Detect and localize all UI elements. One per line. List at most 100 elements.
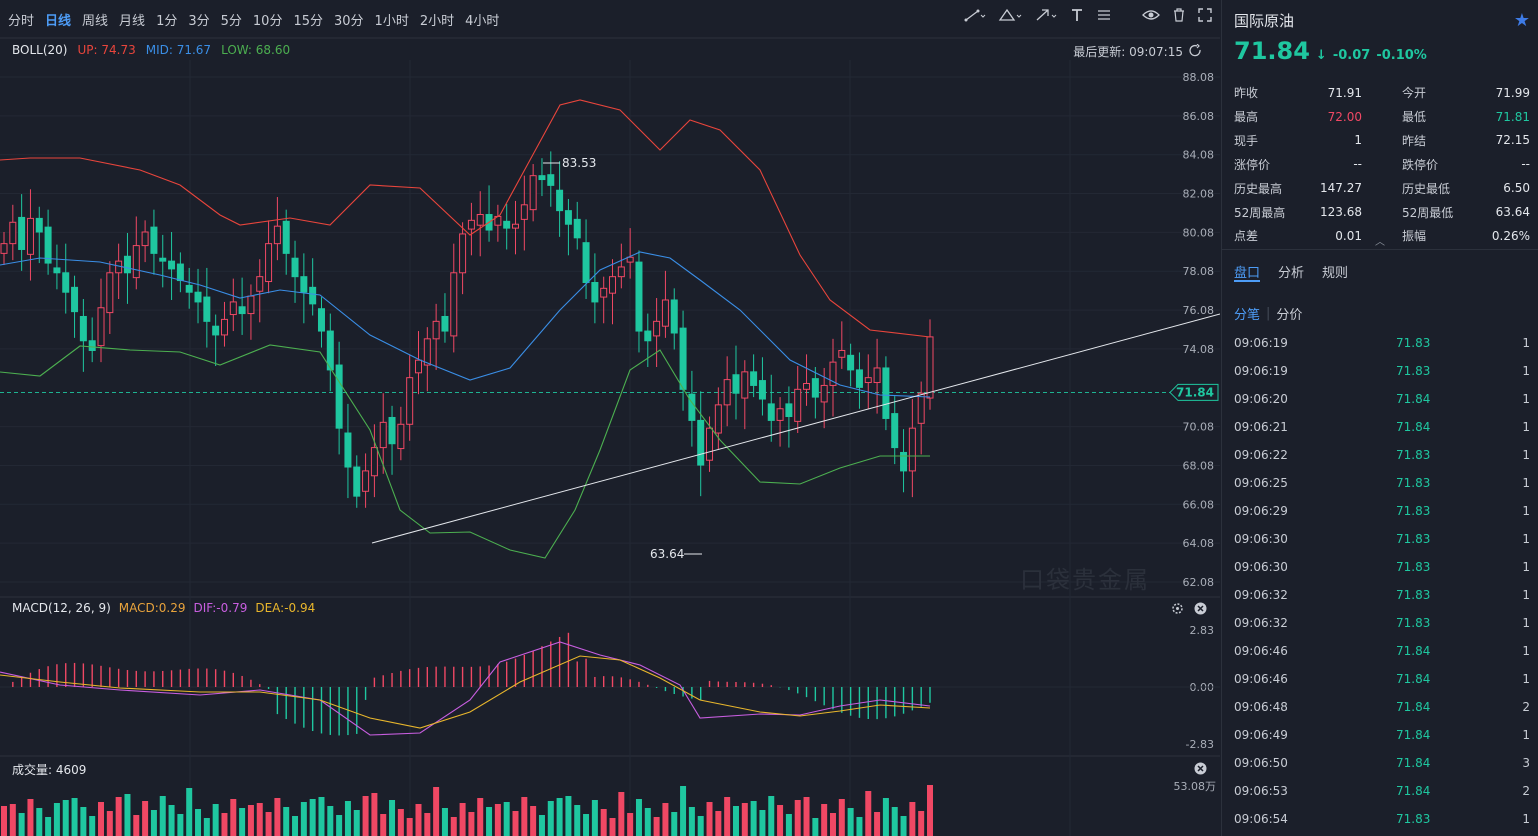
trade-time: 09:06:32	[1234, 616, 1288, 630]
volume-label: 成交量: 4609	[12, 763, 87, 777]
timeframe-3[interactable]: 月线	[119, 13, 146, 29]
trade-price: 71.83	[1396, 812, 1431, 826]
volume-bar	[283, 807, 290, 836]
volume-bar	[195, 809, 202, 836]
candle-body	[644, 330, 652, 342]
volume-bar	[424, 813, 431, 836]
volume-bar	[415, 804, 422, 836]
timeframe-1[interactable]: 日线	[45, 13, 72, 29]
volume-bar	[927, 785, 933, 836]
candle-body	[79, 315, 87, 342]
stat-value: 1	[1354, 133, 1362, 148]
volume-bar	[142, 801, 149, 836]
stat-value: 0.26%	[1491, 228, 1530, 243]
tab-0[interactable]: 盘口	[1234, 262, 1261, 282]
arrow-tool-icon[interactable]	[1034, 8, 1058, 22]
macd-settings-icon[interactable]	[1171, 602, 1184, 618]
timeframe-9[interactable]: 30分	[334, 13, 364, 29]
candle-body	[229, 301, 237, 316]
candle-body	[776, 408, 784, 421]
stat-value: 71.91	[1327, 85, 1362, 100]
trash-icon[interactable]	[1172, 8, 1186, 22]
collapse-icon[interactable]: ︿	[1375, 237, 1385, 248]
candle-body	[26, 217, 34, 255]
eye-icon[interactable]	[1142, 8, 1160, 22]
volume-bar	[18, 813, 25, 836]
down-arrow-icon: ↓	[1315, 48, 1327, 63]
candle-body	[423, 338, 431, 366]
layers-tool-icon[interactable]	[1096, 8, 1112, 22]
text-tool-icon[interactable]	[1070, 8, 1084, 22]
stat-label: 最低	[1402, 110, 1427, 125]
candle-body	[503, 220, 511, 229]
volume-bar	[389, 800, 396, 836]
last-update: 最后更新: 09:07:15	[1073, 43, 1202, 60]
stat-label: 振幅	[1402, 229, 1427, 244]
timeframe-12[interactable]: 4小时	[465, 13, 500, 29]
volume-bar	[697, 816, 704, 836]
candle-body	[309, 286, 317, 305]
stat-value: 6.50	[1503, 181, 1530, 196]
quote-tabs: 盘口 分析 规则	[1222, 250, 1538, 294]
timeframe-11[interactable]: 2小时	[419, 13, 455, 29]
subtab-ticks[interactable]: 分笔	[1234, 308, 1261, 323]
stat-row: 现手 1	[1234, 130, 1362, 152]
timeframe-6[interactable]: 5分	[220, 13, 242, 29]
trade-time: 09:06:32	[1234, 588, 1288, 602]
timeframe-8[interactable]: 15分	[293, 13, 323, 29]
stat-label: 跌停价	[1402, 157, 1439, 172]
trade-row: 09:06:53 71.84 2	[1222, 777, 1538, 805]
timeframe-0[interactable]: 分时	[8, 13, 35, 29]
candle-body	[18, 216, 26, 250]
timeframe-10[interactable]: 1小时	[374, 13, 409, 29]
timeframe-5[interactable]: 3分	[188, 13, 210, 29]
volume-bar	[177, 814, 184, 836]
trade-price: 71.84	[1396, 756, 1431, 770]
volume-close-icon[interactable]	[1194, 762, 1207, 778]
triangle-tool-icon[interactable]	[998, 8, 1022, 22]
candle-body	[820, 384, 828, 403]
trade-time: 09:06:46	[1234, 672, 1288, 686]
macd-close-icon[interactable]	[1194, 602, 1207, 618]
candle-body	[591, 281, 599, 303]
last-price: 71.84	[1234, 37, 1310, 65]
volume-bar	[538, 815, 545, 836]
volume-bar	[133, 815, 140, 836]
fullscreen-icon[interactable]	[1198, 8, 1212, 22]
volume-bar	[441, 808, 448, 836]
trade-time: 09:06:29	[1234, 504, 1288, 518]
volume-bar	[671, 812, 678, 836]
chart-canvas[interactable]: 88.08 86.08 84.08 82.08 80.08 78.08 76.08 74.08…	[0, 0, 1220, 836]
tab-1[interactable]: 分析	[1278, 266, 1305, 281]
line-tool-icon[interactable]	[964, 8, 986, 22]
candle-body	[864, 377, 872, 384]
trade-price: 71.83	[1396, 504, 1431, 518]
timeframe-2[interactable]: 周线	[82, 13, 109, 29]
tab-2[interactable]: 规则	[1322, 266, 1349, 281]
candle-body	[512, 223, 520, 229]
trade-row: 09:06:30 71.83 1	[1222, 525, 1538, 553]
candle-body	[35, 217, 43, 233]
timeframe-4[interactable]: 1分	[156, 13, 178, 29]
volume-bar	[336, 815, 343, 836]
price-tick: 74.08	[1183, 343, 1215, 356]
trade-list: 09:06:19 71.83 1 09:06:19 71.83 1 09:06:20 71.8…	[1222, 329, 1538, 833]
candle-body	[626, 256, 634, 263]
candle-body	[362, 470, 370, 492]
candle-body	[476, 214, 484, 226]
candle-body	[0, 243, 8, 254]
refresh-icon[interactable]	[1189, 43, 1202, 60]
stat-row: 历史最高 147.27	[1234, 177, 1362, 199]
trade-time: 09:06:54	[1234, 812, 1288, 826]
chart-area[interactable]: 分时 日线 周线 月线 1分 3分 5分 10分 15分 30分 1小时 2小时 4小时 BOLL(20…	[0, 0, 1220, 836]
candle-body	[176, 263, 184, 282]
subtab-price[interactable]: 分价	[1276, 308, 1303, 323]
volume-bar	[918, 811, 925, 836]
timeframe-7[interactable]: 10分	[252, 13, 283, 29]
trade-price: 71.83	[1396, 336, 1431, 350]
trade-row: 09:06:25 71.83 1	[1222, 469, 1538, 497]
volume-bar	[856, 817, 863, 836]
favorite-star-icon[interactable]: ★	[1513, 10, 1530, 31]
stat-label: 历史最低	[1402, 181, 1451, 196]
trade-row: 09:06:46 71.84 1	[1222, 637, 1538, 665]
